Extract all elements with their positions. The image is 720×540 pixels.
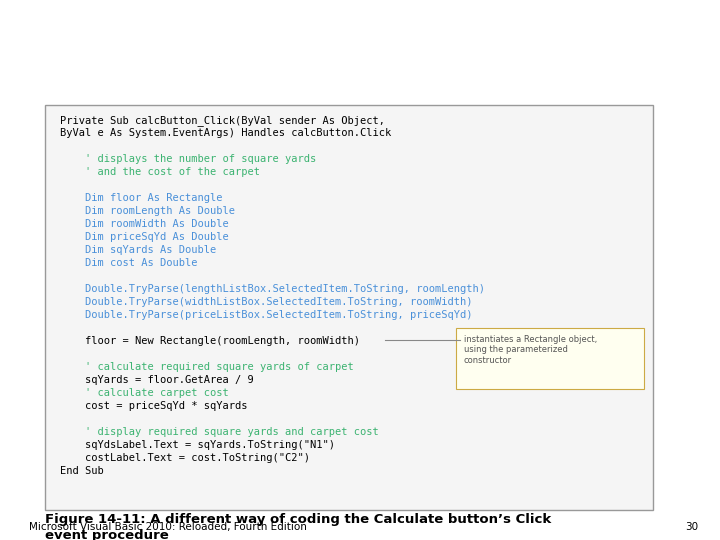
Text: Dim roomWidth As Double: Dim roomWidth As Double xyxy=(60,219,229,229)
Text: Private Sub calcButton_Click(ByVal sender As Object,: Private Sub calcButton_Click(ByVal sende… xyxy=(60,115,385,126)
Text: Dim cost As Double: Dim cost As Double xyxy=(60,258,197,268)
Text: End Sub: End Sub xyxy=(60,466,104,476)
FancyBboxPatch shape xyxy=(456,328,644,389)
Text: instantiates a Rectangle object,
using the parameterized
constructor: instantiates a Rectangle object, using t… xyxy=(464,335,598,365)
Text: ' displays the number of square yards: ' displays the number of square yards xyxy=(60,154,316,164)
Text: sqYdsLabel.Text = sqYards.ToString("N1"): sqYdsLabel.Text = sqYards.ToString("N1") xyxy=(60,440,335,450)
Text: Microsoft Visual Basic 2010: Reloaded, Fourth Edition: Microsoft Visual Basic 2010: Reloaded, F… xyxy=(29,522,307,532)
Text: ByVal e As System.EventArgs) Handles calcButton.Click: ByVal e As System.EventArgs) Handles cal… xyxy=(60,128,391,138)
Text: Double.TryParse(lengthListBox.SelectedItem.ToString, roomLength): Double.TryParse(lengthListBox.SelectedIt… xyxy=(60,284,485,294)
Text: Dim priceSqYd As Double: Dim priceSqYd As Double xyxy=(60,232,229,242)
Text: Dim sqYards As Double: Dim sqYards As Double xyxy=(60,245,216,255)
Text: sqYards = floor.GetArea / 9: sqYards = floor.GetArea / 9 xyxy=(60,375,253,385)
Text: Dim floor As Rectangle: Dim floor As Rectangle xyxy=(60,193,222,203)
Text: Figure 14-11: A different way of coding the Calculate button’s Click: Figure 14-11: A different way of coding … xyxy=(45,513,552,526)
Text: cost = priceSqYd * sqYards: cost = priceSqYd * sqYards xyxy=(60,401,248,411)
Text: floor = New Rectangle(roomLength, roomWidth): floor = New Rectangle(roomLength, roomWi… xyxy=(60,336,360,346)
Text: Double.TryParse(widthListBox.SelectedItem.ToString, roomWidth): Double.TryParse(widthListBox.SelectedIte… xyxy=(60,297,472,307)
Text: 30: 30 xyxy=(685,522,698,532)
Text: Dim roomLength As Double: Dim roomLength As Double xyxy=(60,206,235,216)
Text: ' calculate carpet cost: ' calculate carpet cost xyxy=(60,388,229,398)
Text: costLabel.Text = cost.ToString("C2"): costLabel.Text = cost.ToString("C2") xyxy=(60,453,310,463)
Text: event procedure: event procedure xyxy=(45,529,168,540)
Text: ' calculate required square yards of carpet: ' calculate required square yards of car… xyxy=(60,362,354,372)
Text: ' display required square yards and carpet cost: ' display required square yards and carp… xyxy=(60,427,379,437)
Text: Double.TryParse(priceListBox.SelectedItem.ToString, priceSqYd): Double.TryParse(priceListBox.SelectedIte… xyxy=(60,310,472,320)
Text: ' and the cost of the carpet: ' and the cost of the carpet xyxy=(60,167,260,177)
FancyBboxPatch shape xyxy=(45,105,653,510)
